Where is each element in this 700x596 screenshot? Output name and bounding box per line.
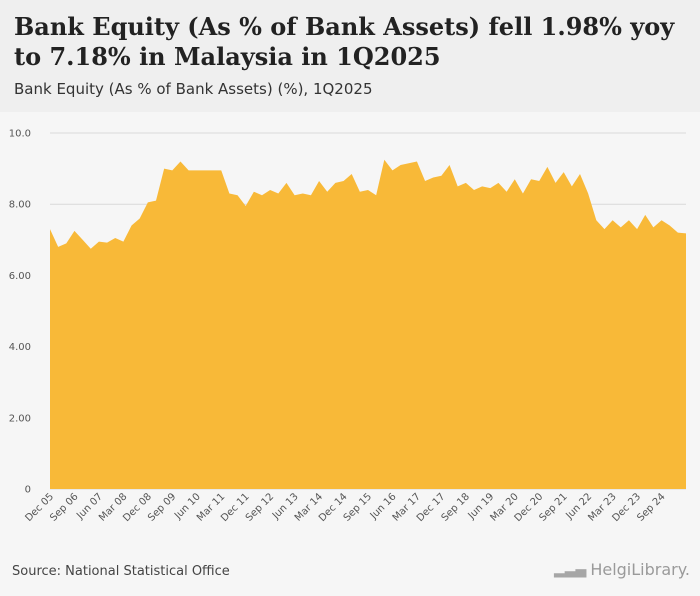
helgi-library-logo: ▂▃▄ HelgiLibrary. (554, 560, 690, 579)
y-tick-label: 6.00 (9, 271, 31, 282)
y-tick-label: 8.00 (9, 200, 31, 211)
y-tick-label: 4.00 (9, 342, 31, 353)
chart-bars-icon: ▂▃▄ (554, 561, 587, 578)
y-tick-label: 0 (25, 485, 31, 496)
footer: Source: National Statistical Office ▂▃▄ … (0, 552, 700, 596)
chart-title: Bank Equity (As % of Bank Assets) fell 1… (14, 12, 675, 71)
chart-subtitle: Bank Equity (As % of Bank Assets) (%), 1… (14, 80, 373, 98)
area-series-bank-equity (50, 159, 686, 489)
y-axis-ticks: 0 2.00 4.00 6.00 8.00 10.0 (9, 129, 31, 496)
y-tick-label: 10.0 (9, 129, 31, 140)
header: Bank Equity (As % of Bank Assets) fell 1… (0, 0, 700, 112)
y-tick-label: 2.00 (9, 413, 31, 424)
source-note: Source: National Statistical Office (12, 564, 230, 579)
logo-text: HelgiLibrary. (590, 560, 690, 579)
